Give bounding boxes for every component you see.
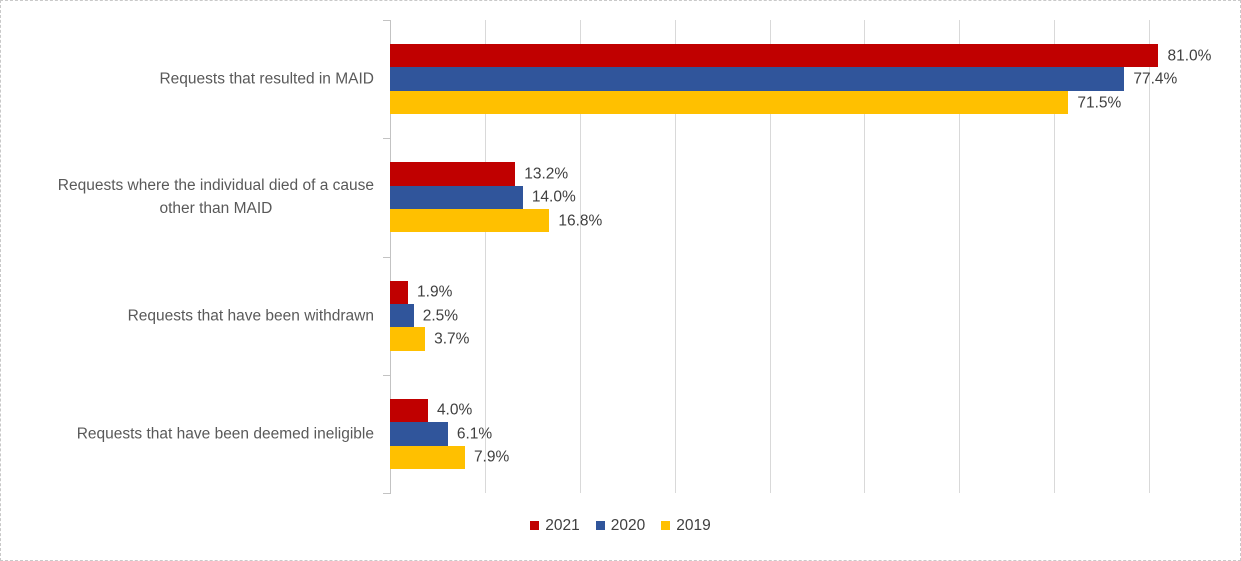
legend-label: 2019 <box>676 517 711 534</box>
axis-tick <box>383 20 390 21</box>
legend-item-2021: 2021 <box>530 517 580 534</box>
legend-item-2020: 2020 <box>595 517 646 534</box>
bar-2020 <box>390 303 414 328</box>
bar-2019 <box>390 445 465 469</box>
data-label-2019: 16.8% <box>558 212 603 230</box>
bar-2021 <box>390 280 409 304</box>
axis-tick <box>383 374 390 376</box>
bar-2021 <box>390 162 516 186</box>
category-label: Requests that have been withdrawn <box>127 307 374 325</box>
data-label-2020: 6.1% <box>456 425 493 443</box>
gridline <box>769 20 771 493</box>
data-label-2021: 4.0% <box>436 401 473 419</box>
data-label-2019: 3.7% <box>434 330 470 348</box>
bar-2020 <box>390 422 448 446</box>
gridline <box>674 20 676 493</box>
data-label-2021: 13.2% <box>524 165 569 183</box>
data-label-2021: 1.9% <box>417 283 453 301</box>
legend-swatch-2021 <box>530 521 540 531</box>
data-label-2019: 7.9% <box>473 448 510 466</box>
gridline <box>864 20 866 493</box>
category-axis-line <box>390 20 391 494</box>
legend-label: 2021 <box>545 517 580 534</box>
category-label: Requests that have been deemed ineligibl… <box>76 425 374 443</box>
legend-label: 2020 <box>610 517 646 534</box>
legend-item-2019: 2019 <box>661 517 711 534</box>
legend-swatch-2020 <box>595 521 605 531</box>
gridline <box>1149 20 1150 493</box>
bar-2021 <box>390 44 1159 68</box>
gridline <box>579 20 581 493</box>
data-label-2019: 71.5% <box>1077 93 1122 111</box>
category-label: Requests that resulted in MAID <box>159 70 374 88</box>
bar-2021 <box>390 398 428 423</box>
data-label-2020: 14.0% <box>531 188 576 206</box>
bar-2019 <box>390 209 550 233</box>
axis-tick <box>383 493 390 494</box>
bar-2020 <box>390 185 523 210</box>
data-label-2021: 81.0% <box>1167 46 1212 64</box>
gridline <box>959 20 961 493</box>
axis-tick <box>383 138 390 140</box>
bar-2020 <box>390 67 1125 91</box>
gridline <box>1054 20 1056 493</box>
bar-2019 <box>390 327 426 351</box>
axis-tick <box>383 256 390 258</box>
data-label-2020: 2.5% <box>422 306 459 324</box>
data-label-2020: 77.4% <box>1133 70 1178 88</box>
legend-swatch-2019 <box>661 521 671 531</box>
category-label: Requests where the individual died of a … <box>57 177 374 218</box>
legend: 2021 2020 2019 <box>1 518 1240 534</box>
bar-2019 <box>390 90 1069 115</box>
gridline <box>484 20 486 493</box>
